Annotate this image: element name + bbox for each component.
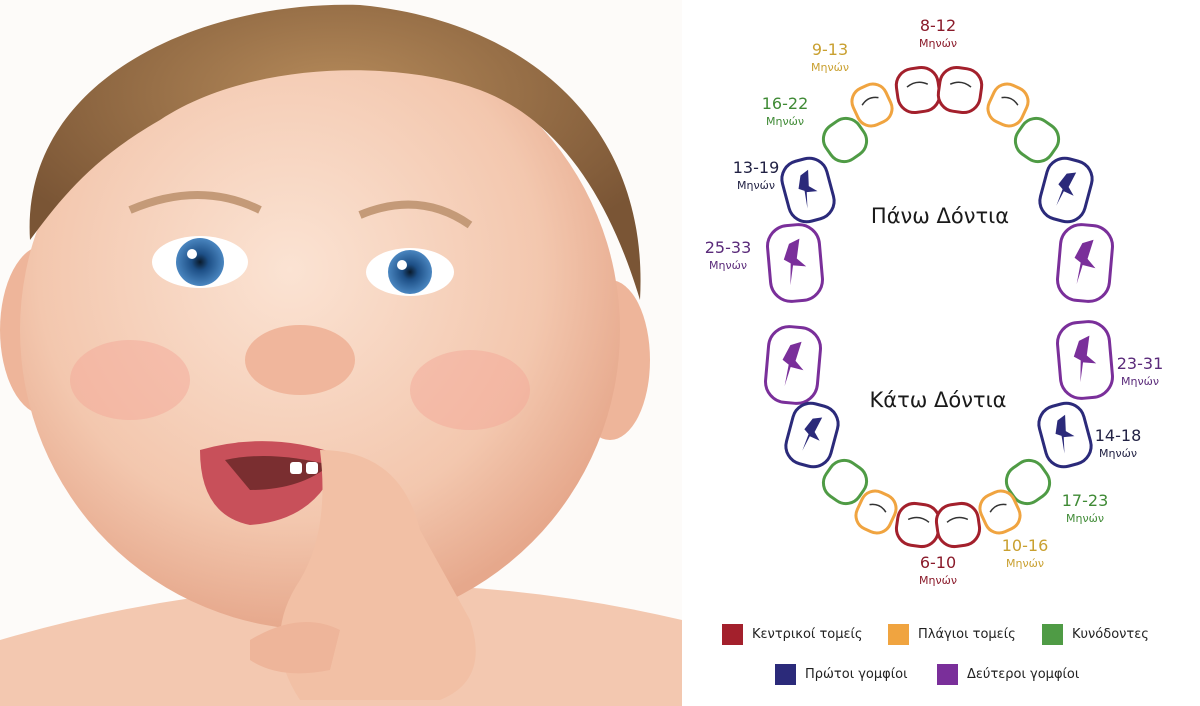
tooth-lateral [854, 489, 898, 535]
legend-item: Δεύτεροι γομφίοι [937, 664, 1079, 685]
tooth-canine [821, 116, 869, 164]
baby-photo [0, 4, 682, 706]
tooth-lateral [986, 82, 1030, 128]
age-label-lower-first-molar: 14-18 Μηνών [1094, 426, 1142, 460]
legend-item: Πλάγιοι τομείς [888, 624, 1016, 645]
tooth-second-molar [1056, 223, 1114, 303]
tooth-central [894, 501, 942, 549]
legend-label: Πρώτοι γομφίοι [805, 667, 908, 682]
age-label-upper-canine: 16-22 Μηνών [761, 94, 809, 128]
legend-label: Κυνόδοντες [1072, 627, 1149, 642]
tooth-first-molar [784, 401, 840, 469]
age-label-upper-second-molar: 25-33 Μηνών [704, 238, 752, 272]
lower-teeth-label: Κάτω Δόντια [869, 388, 1007, 412]
months-word: Μηνών [919, 37, 957, 50]
months-word: Μηνών [709, 259, 747, 272]
tooth-second-molar [766, 223, 824, 303]
tooth-second-molar [1056, 320, 1114, 400]
tooth-lateral [850, 82, 894, 128]
age-range: 14-18 [1094, 426, 1142, 445]
tooth-first-molar [1037, 401, 1093, 469]
months-word: Μηνών [1121, 375, 1159, 388]
age-range: 25-33 [704, 238, 752, 257]
age-label-lower-central: 6-10 Μηνών [919, 553, 957, 587]
legend-item: Κεντρικοί τομείς [722, 624, 863, 645]
months-word: Μηνών [919, 574, 957, 587]
tooth-central [936, 65, 984, 115]
age-label-upper-lateral: 9-13 Μηνών [811, 40, 849, 74]
legend-swatch [888, 624, 909, 645]
months-word: Μηνών [1099, 447, 1137, 460]
legend-swatch [937, 664, 958, 685]
age-range: 23-31 [1116, 354, 1164, 373]
age-range: 16-22 [761, 94, 809, 113]
tooth-central [894, 65, 942, 115]
tooth-lateral [978, 489, 1022, 535]
legend-item: Κυνόδοντες [1042, 624, 1149, 645]
age-label-lower-second-molar: 23-31 Μηνών [1116, 354, 1164, 388]
age-range: 8-12 [919, 16, 957, 35]
months-word: Μηνών [1006, 557, 1044, 570]
tooth-canine [821, 458, 869, 506]
age-label-upper-first-molar: 13-19 Μηνών [732, 158, 780, 192]
tooth-canine [1013, 116, 1061, 164]
tooth-first-molar [780, 156, 836, 224]
teeth-diagram [764, 65, 1114, 549]
upper-teeth-label: Πάνω Δόντια [870, 204, 1010, 228]
legend-label: Δεύτεροι γομφίοι [967, 667, 1080, 682]
age-label-lower-lateral: 10-16 Μηνών [1001, 536, 1049, 570]
age-label-lower-canine: 17-23 Μηνών [1061, 491, 1109, 525]
months-word: Μηνών [1066, 512, 1104, 525]
age-range: 17-23 [1061, 491, 1109, 510]
age-range: 10-16 [1001, 536, 1049, 555]
legend-label: Κεντρικοί τομείς [752, 627, 863, 642]
teething-chart: Πάνω Δόντια Κάτω Δόντια 8-12 Μηνών 9-13 Μην… [682, 0, 1200, 706]
months-word: Μηνών [737, 179, 775, 192]
tooth-canine [1004, 458, 1052, 506]
tooth-first-molar [1038, 156, 1094, 224]
legend-swatch [1042, 624, 1063, 645]
age-range: 13-19 [732, 158, 780, 177]
age-label-upper-central: 8-12 Μηνών [919, 16, 957, 50]
legend-item: Πρώτοι γομφίοι [775, 664, 907, 685]
legend-label: Πλάγιοι τομείς [918, 627, 1016, 642]
age-range: 9-13 [811, 40, 849, 59]
months-word: Μηνών [811, 61, 849, 74]
months-word: Μηνών [766, 115, 804, 128]
legend-swatch [722, 624, 743, 645]
tooth-second-molar [764, 325, 822, 405]
age-range: 6-10 [919, 553, 957, 572]
legend-swatch [775, 664, 796, 685]
tooth-central [934, 501, 982, 549]
